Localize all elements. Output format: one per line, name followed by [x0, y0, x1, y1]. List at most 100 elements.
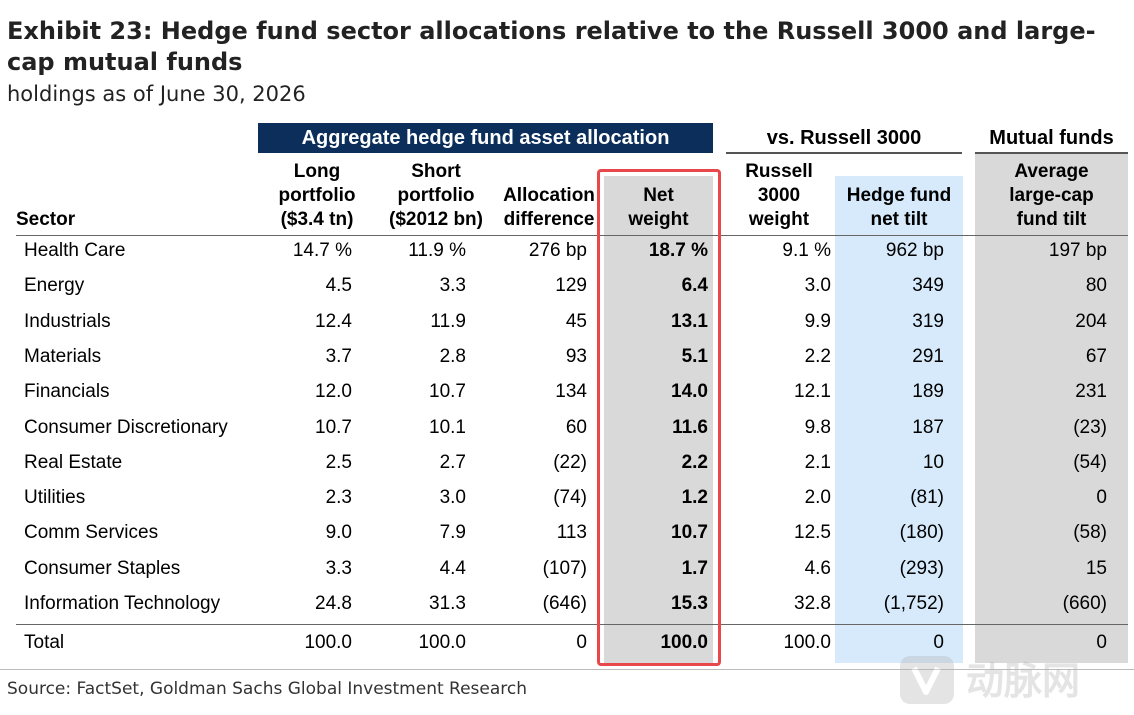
total-rule	[16, 624, 1128, 625]
table-row-10-short: 31.3	[429, 593, 466, 614]
table-row-10-russell: 32.8	[794, 593, 831, 614]
table-row-3-russell: 2.2	[804, 345, 831, 367]
table-row-8-mutual: (58)	[1073, 522, 1107, 544]
table-row-5-sector: Consumer Discretionary	[24, 416, 228, 438]
source-rule	[0, 669, 1134, 670]
table-row-8-russell: 12.5	[794, 522, 831, 544]
group-header-russell: vs. Russell 3000	[766, 127, 922, 149]
table-row-6-long: 2.5	[325, 451, 352, 473]
table-row-10-alloc: (646)	[542, 593, 587, 614]
table-row-total-sector: Total	[24, 632, 65, 653]
russell-group-underline	[726, 152, 962, 154]
table-row-3-tilt: 291	[912, 345, 944, 367]
table-row-10-mutual: (660)	[1062, 593, 1107, 614]
net-weight-highlight-box	[597, 169, 721, 666]
table-row-0-net: 18.7 %	[648, 240, 708, 261]
table-row-4-short: 10.7	[429, 381, 466, 403]
table-row-7-tilt: (81)	[910, 487, 944, 509]
header-tilt: Hedge fund net tilt	[846, 185, 952, 230]
net-tilt-band	[835, 176, 963, 663]
table-row-3-sector: Materials	[24, 345, 102, 367]
table-row-4-mutual: 231	[1075, 381, 1107, 403]
watermark-logo: 动脉网	[900, 656, 1080, 704]
table-row-4-long: 12.0	[315, 381, 352, 403]
header-net: Net weight	[628, 185, 689, 230]
table-row-total-tilt: 0	[933, 632, 944, 653]
table-row-8-alloc: 113	[556, 522, 587, 544]
table-row-6-short: 2.7	[439, 451, 466, 473]
net-weight-band	[604, 176, 713, 663]
table-row-9-long: 3.3	[325, 557, 352, 579]
table-row-8-long: 9.0	[325, 522, 352, 544]
header-long: Long portfolio ($3.4 tn)	[278, 161, 356, 230]
table-row-5-alloc: 60	[565, 416, 587, 438]
table-row-8-tilt: (180)	[899, 522, 944, 544]
table-row-4-alloc: 134	[555, 381, 587, 403]
table-row-3-short: 2.8	[439, 345, 466, 367]
table-row-1-mutual: 80	[1085, 275, 1107, 297]
table-row-0-russell: 9.1 %	[782, 240, 831, 261]
table-row-6-mutual: (54)	[1073, 451, 1107, 473]
table-row-5-short: 10.1	[429, 416, 466, 438]
header-short: Short portfolio ($2012 bn)	[389, 161, 483, 230]
table-row-9-sector: Consumer Staples	[24, 557, 181, 579]
table-row-1-tilt: 349	[912, 275, 944, 297]
table-row-4-net: 14.0	[671, 381, 708, 403]
table-row-2-sector: Industrials	[24, 310, 111, 332]
table-row-6-tilt: 10	[922, 451, 944, 473]
table-row-10-sector: Information Technology	[24, 593, 221, 614]
table-row-1-sector: Energy	[24, 275, 85, 297]
table-row-total-mutual: 0	[1096, 632, 1107, 653]
table-row-7-alloc: (74)	[553, 487, 587, 509]
source-note: Source: FactSet, Goldman Sachs Global In…	[7, 679, 528, 699]
table-row-8-sector: Comm Services	[24, 522, 159, 544]
table-row-7-net: 1.2	[681, 487, 708, 509]
table-row-6-net: 2.2	[681, 451, 708, 473]
table-row-total-long: 100.0	[304, 632, 352, 653]
table-row-1-alloc: 129	[555, 275, 587, 297]
table-row-2-mutual: 204	[1075, 310, 1107, 332]
table-row-7-long: 2.3	[325, 487, 352, 509]
table-row-9-mutual: 15	[1085, 557, 1107, 579]
table-row-0-alloc: 276 bp	[528, 240, 587, 261]
table-row-9-alloc: (107)	[542, 557, 587, 579]
header-rule	[16, 235, 1128, 236]
table-row-0-mutual: 197 bp	[1048, 240, 1107, 261]
table-row-9-short: 4.4	[439, 557, 466, 579]
table-row-7-mutual: 0	[1096, 487, 1107, 509]
table-row-5-net: 11.6	[672, 416, 708, 438]
chart-subtitle: holdings as of June 30, 2026	[7, 82, 306, 106]
header-mutual: Average large-cap fund tilt	[1009, 161, 1094, 230]
table-row-3-net: 5.1	[681, 345, 708, 367]
table-row-5-tilt: 187	[912, 416, 944, 438]
table-row-4-russell: 12.1	[794, 381, 831, 403]
mutual-group-underline	[975, 152, 1128, 154]
table-row-8-short: 7.9	[439, 522, 466, 544]
table-row-9-net: 1.7	[681, 557, 708, 579]
table-row-1-short: 3.3	[439, 275, 466, 297]
header-alloc: Allocation difference	[503, 185, 595, 230]
table-row-2-net: 13.1	[671, 310, 708, 332]
table-row-7-sector: Utilities	[24, 487, 86, 509]
table-row-2-short: 11.9	[430, 310, 466, 332]
table-row-10-long: 24.8	[315, 593, 352, 614]
table-row-2-tilt: 319	[912, 310, 944, 332]
header-sector: Sector	[16, 209, 76, 230]
table-row-6-russell: 2.1	[804, 451, 831, 473]
mutual-fund-band	[975, 154, 1128, 663]
table-row-5-russell: 9.8	[804, 416, 831, 438]
table-row-total-short: 100.0	[418, 632, 466, 653]
table-row-9-russell: 4.6	[804, 557, 831, 579]
table-row-0-tilt: 962 bp	[885, 240, 944, 261]
group-header-aggregate: Aggregate hedge fund asset allocation	[258, 123, 713, 153]
table-row-1-net: 6.4	[681, 275, 708, 297]
table-row-10-tilt: (1,752)	[883, 593, 944, 614]
table-row-6-alloc: (22)	[553, 451, 587, 473]
table-row-10-net: 15.3	[671, 593, 708, 614]
table-row-0-short: 11.9 %	[408, 240, 466, 261]
group-header-mutual: Mutual funds	[989, 127, 1114, 149]
table-row-8-net: 10.7	[671, 522, 708, 544]
table-row-2-long: 12.4	[315, 310, 352, 332]
table-row-total-net: 100.0	[660, 632, 708, 653]
table-row-3-long: 3.7	[325, 345, 352, 367]
